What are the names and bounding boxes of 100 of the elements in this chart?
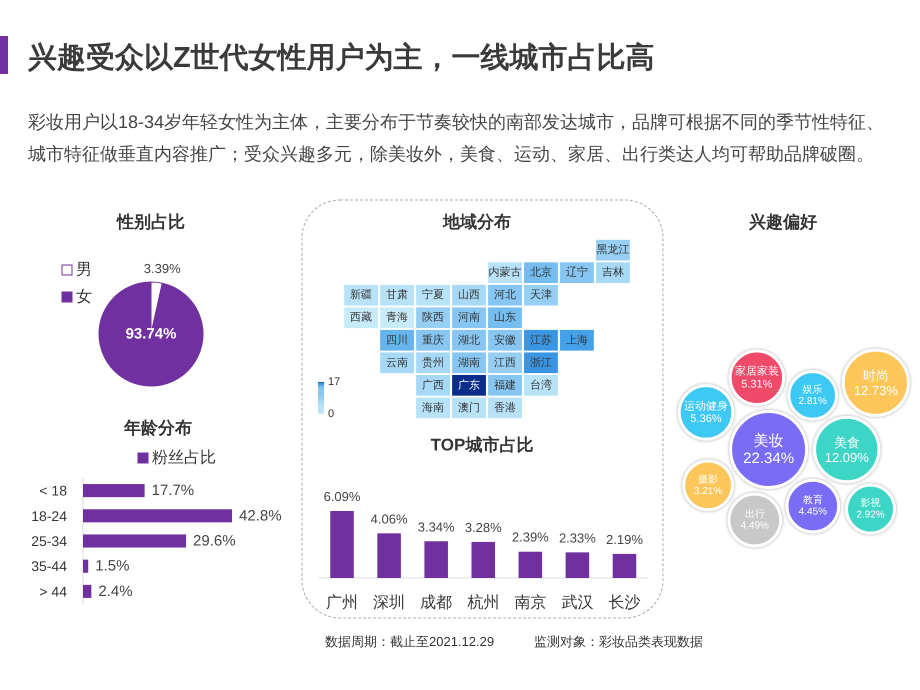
data-label: 2.81% xyxy=(798,396,827,407)
bar xyxy=(518,552,542,578)
y-tick-label: 25-34 xyxy=(31,533,68,549)
legend-label: 男 xyxy=(76,262,92,278)
category-label: 澳门 xyxy=(458,400,480,414)
pie-slice xyxy=(98,282,204,386)
category-label: 上海 xyxy=(566,333,588,346)
bar xyxy=(83,509,232,522)
data-label: 3.21% xyxy=(694,486,722,497)
chart-title: 年龄分布 xyxy=(123,418,192,438)
bar xyxy=(83,560,88,573)
category-label: 香港 xyxy=(494,400,516,414)
text: 监测对象：彩妆品类表现数据 xyxy=(534,634,703,649)
bar xyxy=(612,554,636,578)
category-label: 天津 xyxy=(530,288,552,302)
category-label: 甘肃 xyxy=(386,288,408,302)
bar xyxy=(424,541,448,578)
legend-label: 女 xyxy=(76,288,92,306)
data-label: 3.34% xyxy=(418,519,456,534)
y-tick-label: > 44 xyxy=(39,583,68,600)
data-label: 2.19% xyxy=(606,532,644,547)
category-label: 河北 xyxy=(494,288,516,302)
bar xyxy=(330,511,354,578)
category-label: 内蒙古 xyxy=(488,266,522,279)
category-label: 重庆 xyxy=(422,333,444,346)
data-label: 1.5% xyxy=(95,558,130,575)
bar xyxy=(83,534,186,548)
category-label: 江西 xyxy=(494,356,516,369)
category-label: 山东 xyxy=(494,310,516,324)
x-tick-label: 长沙 xyxy=(608,594,640,612)
category-label: 台湾 xyxy=(530,378,552,392)
bar xyxy=(566,552,590,578)
y-tick-label: 18-24 xyxy=(31,508,68,524)
data-label: 93.74% xyxy=(126,326,176,342)
category-label: 美妆 xyxy=(754,432,784,450)
category-label: 海南 xyxy=(422,400,444,414)
category-label: 贵州 xyxy=(422,356,444,369)
x-tick-label: 深圳 xyxy=(373,594,406,612)
category-label: 江苏 xyxy=(530,333,552,346)
category-label: 河南 xyxy=(458,310,480,324)
x-tick-label: 南京 xyxy=(514,594,546,612)
text: 0 xyxy=(328,408,334,420)
text: 17 xyxy=(328,376,340,388)
text: 兴趣偏好 xyxy=(748,212,817,232)
category-label: 辽宁 xyxy=(566,266,588,279)
category-label: 吉林 xyxy=(602,266,624,279)
category-label: 美食 xyxy=(834,434,860,450)
data-label: 6.09% xyxy=(324,489,361,504)
data-label: 12.73% xyxy=(854,383,898,398)
category-label: 福建 xyxy=(494,378,516,392)
data-label: 22.34% xyxy=(743,450,794,467)
data-label: 4.45% xyxy=(798,506,828,518)
data-label: 3.39% xyxy=(144,260,182,276)
text: 兴趣受众以Z世代女性用户为主，一线城市占比高 xyxy=(27,41,655,74)
category-label: 西藏 xyxy=(350,310,372,324)
category-label: 广西 xyxy=(422,378,444,392)
data-label: 2.92% xyxy=(856,510,885,521)
bar xyxy=(471,542,496,578)
data-label: 3.28% xyxy=(464,520,502,535)
category-label: 娱乐 xyxy=(802,383,823,396)
category-label: 四川 xyxy=(386,333,408,346)
category-label: 安徽 xyxy=(494,333,516,346)
category-label: 云南 xyxy=(386,356,408,369)
category-label: 青海 xyxy=(386,310,408,324)
bar xyxy=(83,484,145,498)
category-label: 家居家装 xyxy=(734,364,779,378)
bar xyxy=(377,533,401,578)
category-label: 影视 xyxy=(860,497,881,510)
data-label: 4.06% xyxy=(370,511,408,526)
category-label: 陕西 xyxy=(422,312,444,324)
data-label: 17.7% xyxy=(152,482,194,500)
data-label: 2.39% xyxy=(512,530,550,545)
x-tick-label: 广州 xyxy=(326,594,358,612)
category-label: 湖北 xyxy=(458,333,480,346)
text: 彩妆用户以18-34岁年轻女性为主体，主要分布于节奏较快的南部发达城市，品牌可根据不同的季节性特征、城市特征做垂直内容推广；受众兴趣多元，除美妆外，美食、运动、家居、出行类达人均可帮助品牌破圈。 xyxy=(27,112,884,164)
category-label: 广东 xyxy=(458,378,480,392)
data-label: 42.8% xyxy=(239,507,282,524)
category-label: 湖南 xyxy=(458,356,480,369)
category-label: 摄影 xyxy=(698,473,718,486)
data-label: 5.31% xyxy=(741,378,773,390)
category-label: 浙江 xyxy=(530,356,552,369)
text: 数据周期：截止至2021.12.29 xyxy=(325,634,494,649)
y-tick-label: < 18 xyxy=(39,482,68,499)
bar xyxy=(83,584,92,598)
legend-label: 粉丝占比 xyxy=(152,448,216,466)
category-label: 运动健身 xyxy=(684,399,728,412)
data-label: 2.4% xyxy=(98,582,133,600)
data-label: 12.09% xyxy=(824,450,870,465)
data-label: 2.33% xyxy=(558,530,596,546)
chart-title: 性别占比 xyxy=(116,212,185,232)
category-label: 黑龙江 xyxy=(596,243,630,256)
category-label: 山西 xyxy=(458,288,480,302)
data-label: 29.6% xyxy=(193,532,236,550)
x-tick-label: 杭州 xyxy=(466,594,500,612)
category-label: 新疆 xyxy=(350,288,372,302)
x-tick-label: 成都 xyxy=(420,594,452,612)
x-tick-label: 武汉 xyxy=(561,594,594,612)
category-label: 宁夏 xyxy=(422,288,444,302)
chart-title: TOP城市占比 xyxy=(430,436,534,454)
y-tick-label: 35-44 xyxy=(31,558,68,574)
